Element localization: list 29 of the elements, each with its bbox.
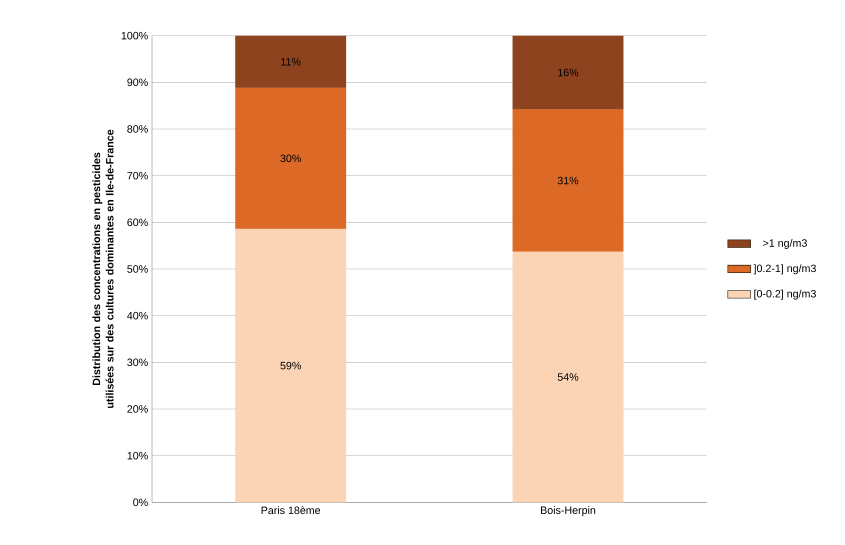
data-label: 59% bbox=[280, 362, 301, 370]
y-tick-label: 40% bbox=[127, 312, 148, 320]
x-tick-label: Bois-Herpin bbox=[541, 506, 596, 516]
y-tick-label: 10% bbox=[128, 452, 148, 460]
y-tick-label: 80% bbox=[127, 125, 148, 133]
bar bbox=[512, 109, 624, 252]
data-label: 16% bbox=[558, 68, 578, 76]
bar bbox=[235, 36, 346, 88]
y-tick-label: 70% bbox=[127, 172, 148, 180]
legend-label: ]0.2-1] ng/m3 bbox=[754, 264, 816, 274]
bar bbox=[512, 252, 624, 502]
y-tick-label: 60% bbox=[127, 218, 148, 226]
bar bbox=[512, 36, 624, 110]
data-label: 31% bbox=[558, 176, 578, 184]
y-tick-label: 20% bbox=[127, 405, 148, 413]
data-label: 11% bbox=[281, 58, 301, 66]
y-tick-label: 0% bbox=[133, 498, 148, 506]
y-tick-label: 100% bbox=[122, 32, 148, 40]
data-label: 30% bbox=[280, 154, 301, 162]
legend-label: [0-0.2] ng/m3 bbox=[754, 290, 816, 300]
y-tick-label: 90% bbox=[127, 78, 148, 86]
y-tick-label: 50% bbox=[127, 265, 148, 273]
y-axis-title: Distribution des concentrations en pesticides utilisées sur des cultures dominantes en Ile-de-France bbox=[92, 130, 114, 408]
legend-label: >1 ng/m3 bbox=[763, 238, 807, 249]
y-tick-label: 30% bbox=[127, 358, 148, 366]
data-label: 54% bbox=[558, 373, 578, 381]
bar bbox=[235, 228, 346, 502]
bar bbox=[235, 88, 346, 229]
x-tick-label: Paris 18ème bbox=[262, 506, 320, 514]
